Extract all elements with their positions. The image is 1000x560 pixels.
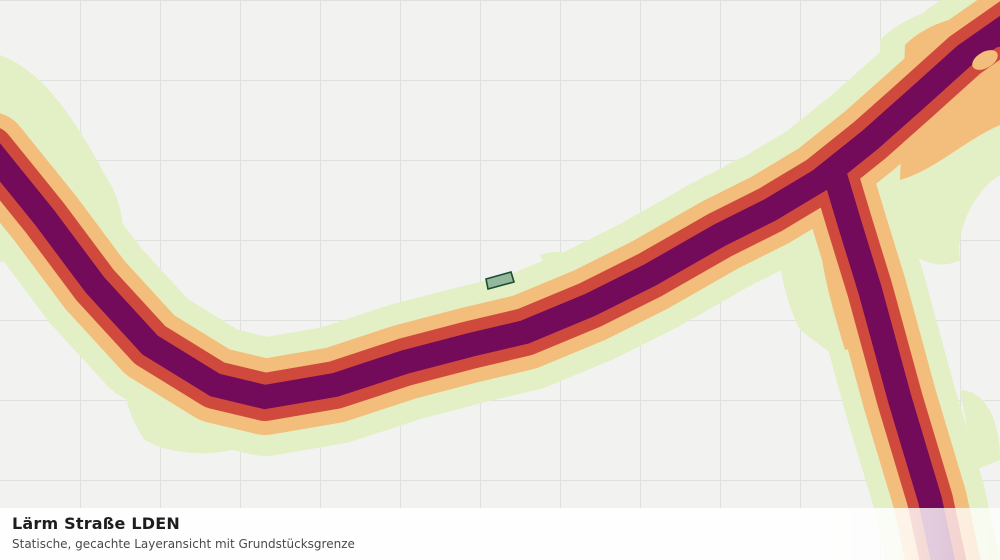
layer-subtitle: Statische, gecachte Layeransicht mit Gru… [12, 537, 355, 551]
layer-caption: Lärm Straße LDEN Statische, gecachte Lay… [0, 508, 1000, 560]
noise-band-high-loop [948, 30, 1000, 75]
parcel-boundary[interactable] [485, 271, 516, 290]
noise-band-high [0, 15, 1000, 560]
layer-title: Lärm Straße LDEN [12, 514, 180, 533]
